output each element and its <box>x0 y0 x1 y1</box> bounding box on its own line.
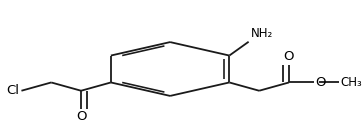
Text: NH₂: NH₂ <box>250 27 273 40</box>
Text: O: O <box>284 50 294 63</box>
Text: O: O <box>315 76 326 89</box>
Text: O: O <box>76 110 86 123</box>
Text: Cl: Cl <box>7 84 20 97</box>
Text: CH₃: CH₃ <box>340 76 362 89</box>
